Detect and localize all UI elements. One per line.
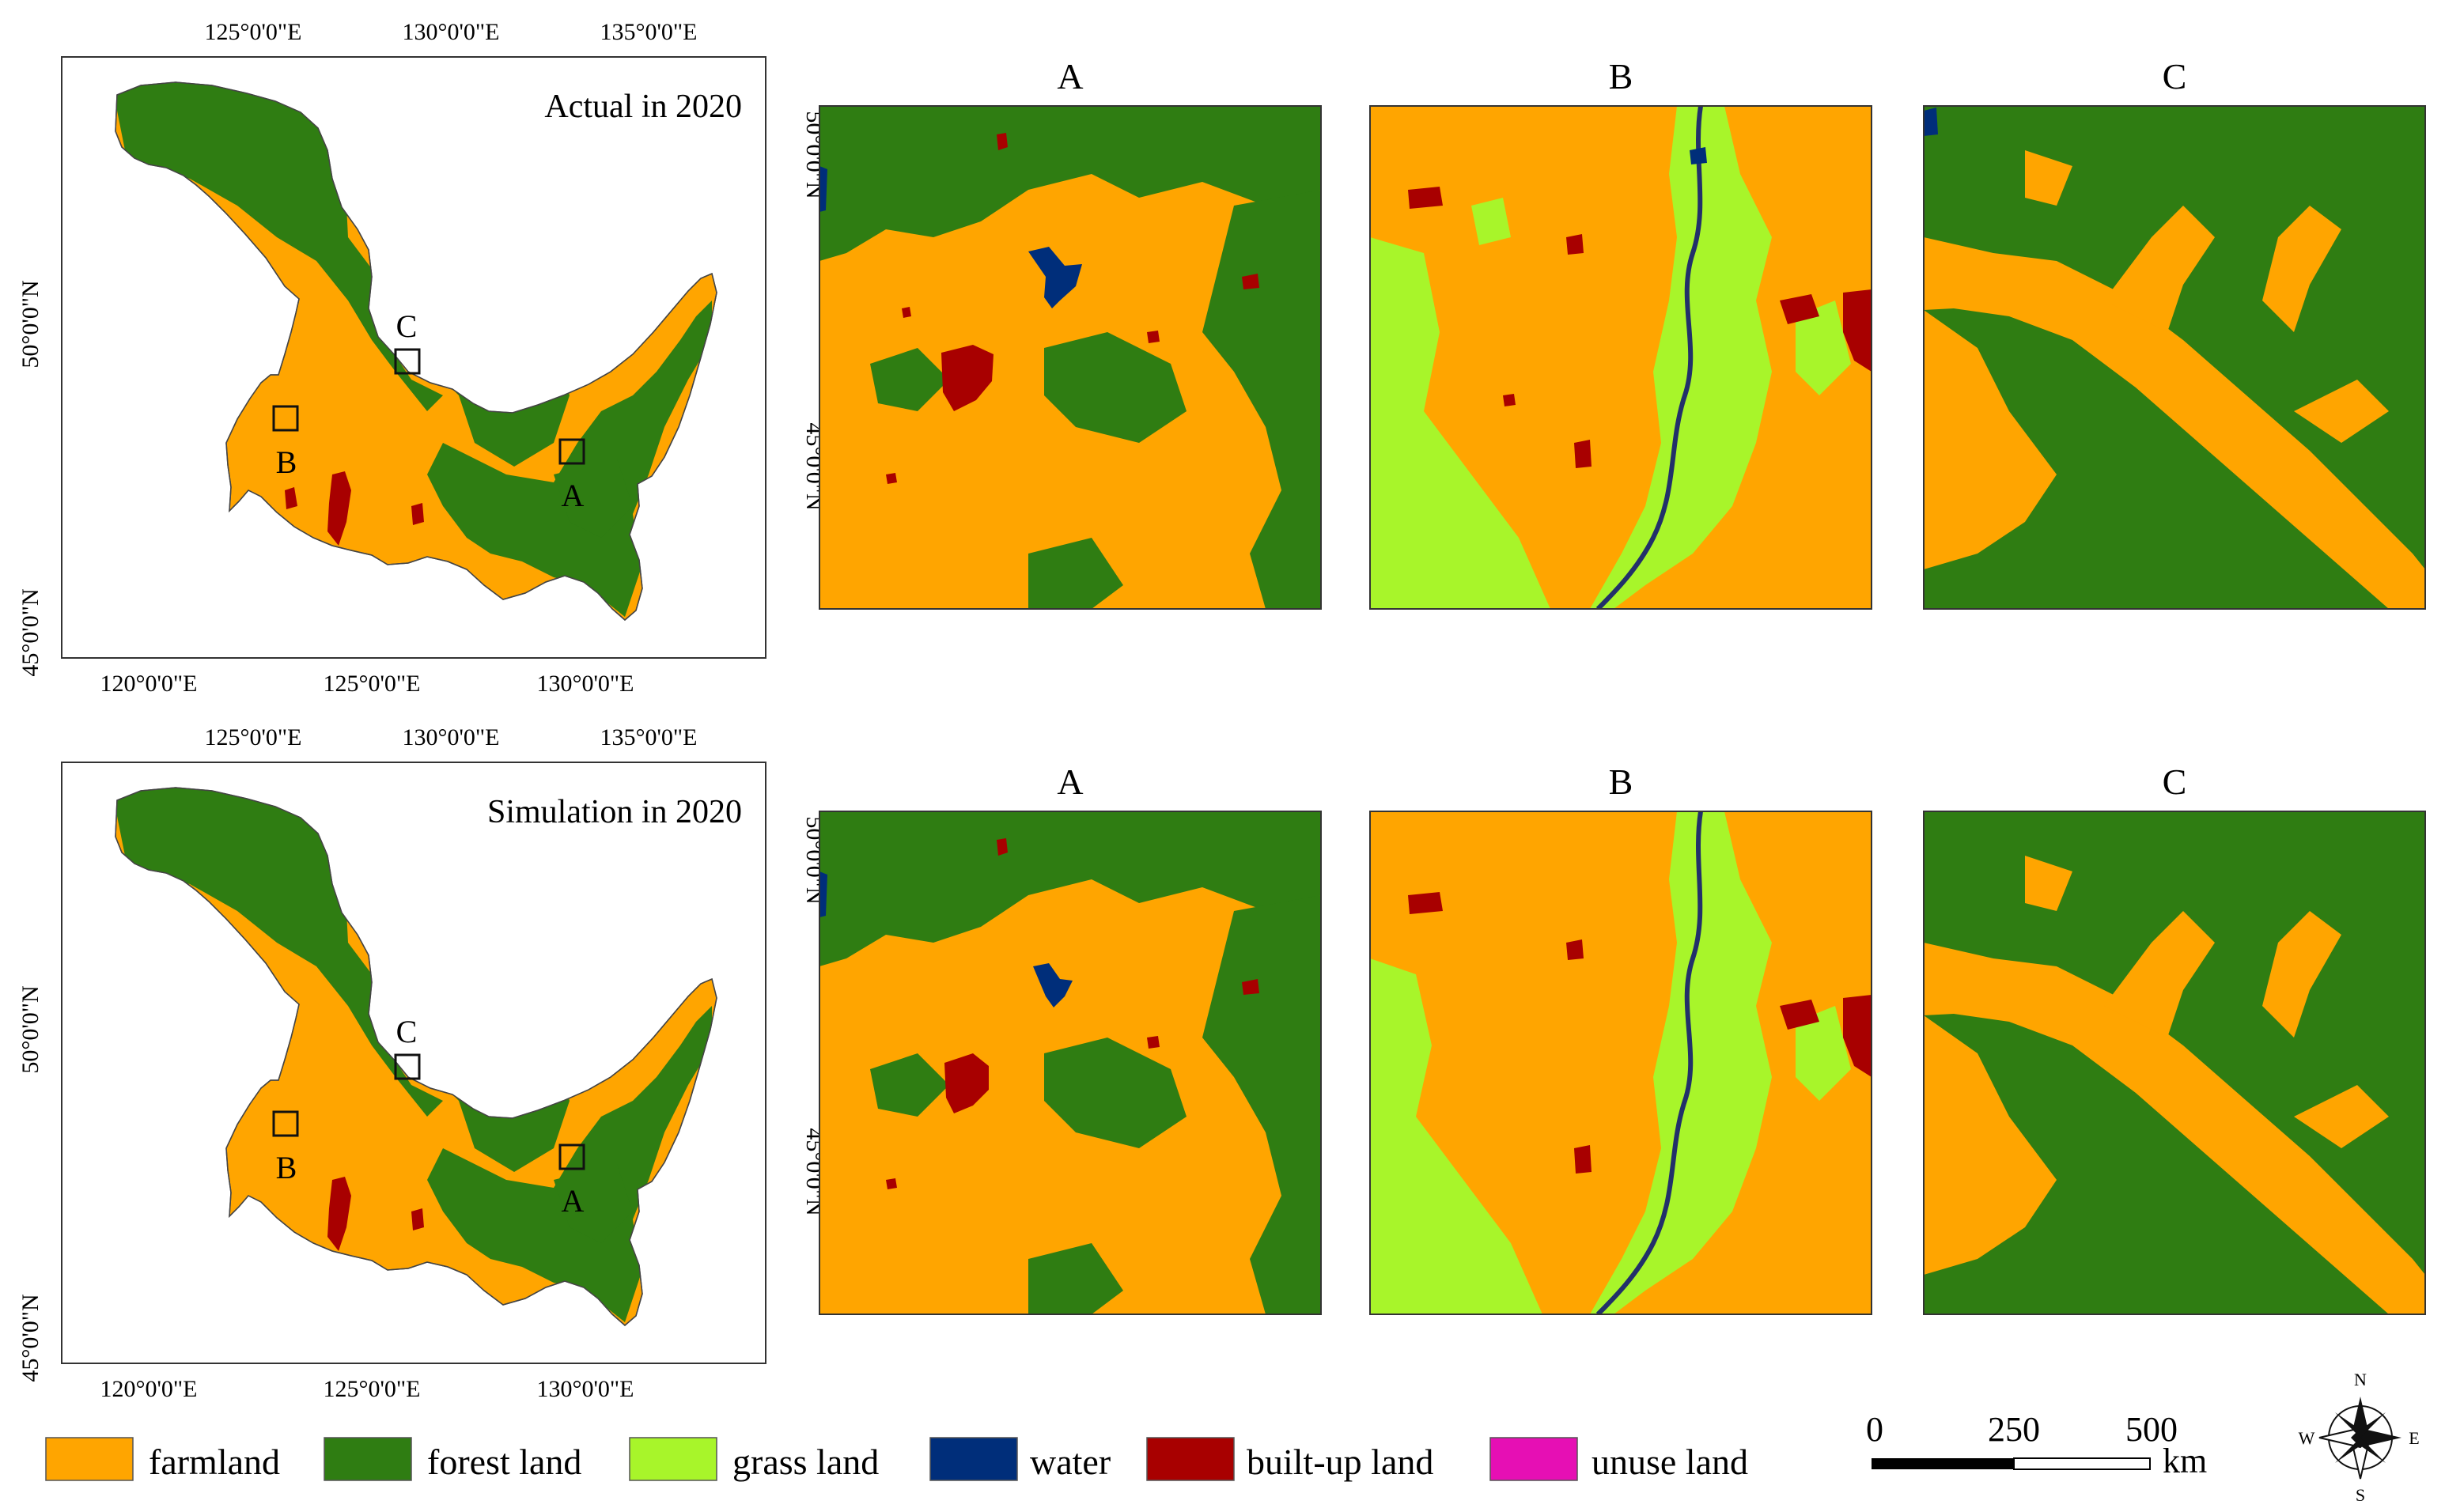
legend-label-farmland: farmland	[149, 1442, 280, 1482]
left-tick-2: 45°0'0"N	[17, 1294, 44, 1382]
legend-label-water: water	[1030, 1442, 1111, 1482]
scale-bar: 0 250 500 km	[1866, 1410, 2207, 1480]
top-tick-1: 125°0'0"E	[205, 19, 302, 45]
box-c	[394, 1053, 421, 1080]
panel-title-c: C	[2163, 56, 2187, 96]
legend-item-water: water	[929, 1437, 1111, 1482]
zoom-panel-b-sim: B	[1369, 762, 1872, 1315]
scale-tick-0: 0	[1866, 1410, 1883, 1449]
bottom-tick-1: 120°0'0"E	[100, 1376, 198, 1402]
legend-swatch-grass-land	[629, 1437, 717, 1481]
box-a	[558, 1143, 585, 1170]
box-label-b: B	[276, 444, 297, 480]
panel-frame-a	[819, 811, 1322, 1315]
zoom-panel-c-sim: C	[1923, 762, 2426, 1315]
zoom-panel-a: A	[819, 56, 1322, 610]
legend-item-unuse-land: unuse land	[1489, 1437, 1748, 1482]
bottom-tick-2: 125°0'0"E	[324, 671, 421, 697]
compass-s: S	[2356, 1485, 2365, 1505]
box-label-a: A	[562, 478, 585, 513]
panel-frame-b	[1369, 105, 1872, 610]
scale-tick-250: 250	[1988, 1410, 2040, 1449]
bottom-tick-2: 125°0'0"E	[324, 1376, 421, 1402]
legend-swatch-forest-land	[324, 1437, 412, 1481]
legend-item-grass-land: grass land	[629, 1437, 879, 1482]
panel-frame-c	[1923, 105, 2426, 610]
north-arrow-icon: N S W E	[2299, 1370, 2420, 1505]
box-label-c: C	[396, 1014, 418, 1049]
compass-n: N	[2354, 1370, 2367, 1389]
top-tick-3: 135°0'0"E	[600, 19, 698, 45]
box-b	[272, 405, 299, 432]
legend-swatch-water	[929, 1437, 1018, 1481]
legend-item-built-up-land: built-up land	[1146, 1437, 1433, 1482]
legend-swatch-farmland	[45, 1437, 134, 1481]
bottom-tick-3: 130°0'0"E	[537, 1376, 634, 1402]
left-tick-1: 50°0'0"N	[17, 280, 44, 368]
box-b	[272, 1110, 299, 1137]
zoom-panel-a-sim: A	[819, 762, 1322, 1315]
panel-title-b: B	[1609, 56, 1633, 96]
left-tick-2: 45°0'0"N	[17, 588, 44, 676]
legend-label-unuse-land: unuse land	[1592, 1442, 1748, 1482]
top-overview-map: B C A Actual in 2020 125°0'0"E 130°0'0"E…	[17, 19, 766, 697]
bottom-tick-1: 120°0'0"E	[100, 671, 198, 697]
panel-frame-c	[1923, 811, 2426, 1315]
zoom-panel-c: C	[1923, 56, 2426, 610]
legend-item-farmland: farmland	[45, 1437, 280, 1482]
left-tick-1: 50°0'0"N	[17, 985, 44, 1073]
scale-segment-filled	[1872, 1458, 2014, 1469]
panel-title-a: A	[1057, 762, 1083, 802]
scale-tick-500: 500	[2125, 1410, 2178, 1449]
box-label-a: A	[562, 1183, 585, 1219]
scale-segment-empty	[2013, 1457, 2151, 1470]
panel-title-b: B	[1609, 762, 1633, 802]
map-title: Actual in 2020	[544, 89, 742, 125]
box-label-c: C	[396, 308, 418, 344]
compass-w: W	[2299, 1428, 2315, 1448]
legend-label-built-up-land: built-up land	[1247, 1442, 1433, 1482]
panel-frame-b	[1369, 811, 1872, 1315]
box-c	[394, 348, 421, 375]
legend-label-forest-land: forest land	[427, 1442, 581, 1482]
top-tick-2: 130°0'0"E	[403, 19, 500, 45]
legend-item-forest-land: forest land	[324, 1437, 581, 1482]
zoom-panel-b: B	[1369, 56, 1872, 610]
top-tick-3: 135°0'0"E	[600, 724, 698, 750]
compass-e: E	[2409, 1428, 2419, 1448]
legend-label-grass-land: grass land	[732, 1442, 879, 1482]
bottom-overview-map: B C A Simulation in 2020 125°0'0"E 130°0…	[17, 724, 766, 1402]
panel-frame-a	[819, 105, 1322, 610]
panel-title-c: C	[2163, 762, 2187, 802]
legend: farmland forest land grass land water bu…	[45, 1437, 1748, 1482]
scale-unit: km	[2163, 1442, 2207, 1480]
top-tick-1: 125°0'0"E	[205, 724, 302, 750]
box-a	[558, 438, 585, 465]
legend-swatch-built-up-land	[1146, 1437, 1235, 1481]
panel-title-a: A	[1057, 56, 1083, 96]
legend-swatch-unuse-land	[1489, 1437, 1578, 1481]
bottom-tick-3: 130°0'0"E	[537, 671, 634, 697]
box-label-b: B	[276, 1150, 297, 1185]
map-title: Simulation in 2020	[487, 794, 742, 830]
top-tick-2: 130°0'0"E	[403, 724, 500, 750]
